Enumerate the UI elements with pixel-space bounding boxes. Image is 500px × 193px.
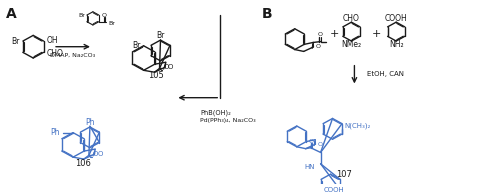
Text: 107: 107 [336, 170, 352, 179]
Text: O: O [318, 32, 322, 37]
Text: Br: Br [78, 13, 85, 18]
Text: CHO: CHO [46, 49, 64, 58]
Text: O: O [164, 64, 169, 70]
Text: O: O [318, 142, 322, 147]
Text: Br: Br [12, 36, 20, 46]
Text: +: + [330, 30, 339, 39]
Text: 106: 106 [75, 159, 91, 168]
Text: Pd(PPh₃)₄, Na₂CO₃: Pd(PPh₃)₄, Na₂CO₃ [200, 118, 256, 123]
Text: HN: HN [304, 164, 314, 170]
Text: OH: OH [46, 36, 58, 45]
Text: O: O [168, 64, 173, 70]
Text: CHO: CHO [343, 14, 360, 23]
Text: Ph: Ph [85, 118, 94, 127]
Text: COOH: COOH [385, 14, 407, 23]
Text: A: A [6, 7, 17, 21]
Text: Br: Br [132, 41, 140, 50]
Text: NH₂: NH₂ [389, 40, 404, 49]
Text: Ph: Ph [50, 128, 60, 137]
Text: Br: Br [156, 31, 164, 40]
Text: DMAP, Na₂CO₃: DMAP, Na₂CO₃ [50, 53, 96, 58]
Text: PhB(OH)₂: PhB(OH)₂ [200, 110, 231, 116]
Text: B: B [262, 7, 272, 21]
Text: COOH: COOH [324, 187, 345, 193]
Text: O: O [316, 44, 320, 49]
Text: EtOH, CAN: EtOH, CAN [368, 71, 405, 77]
Text: N(CH₃)₂: N(CH₃)₂ [344, 122, 370, 129]
Text: O: O [93, 151, 98, 157]
Text: +: + [372, 30, 381, 39]
Text: O: O [309, 139, 314, 144]
Text: NMe₂: NMe₂ [342, 40, 361, 49]
Text: O: O [98, 151, 103, 157]
Text: 105: 105 [148, 70, 164, 80]
Text: O: O [102, 13, 107, 18]
Text: Br: Br [109, 21, 116, 26]
